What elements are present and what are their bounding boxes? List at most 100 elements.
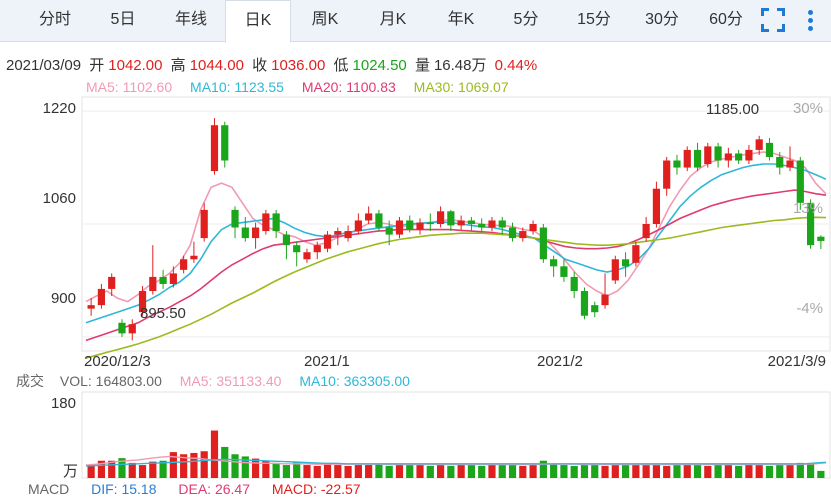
volume-bar [704, 465, 712, 478]
kline-chart[interactable]: 1220 1060 900 30% 13% -4% 1185.00 895.50… [0, 96, 831, 500]
high-annotation: 1185.00 [706, 101, 759, 118]
ma5-line [85, 151, 827, 303]
candle-body [457, 220, 465, 226]
candle-body [262, 213, 270, 232]
pct-tick-mid: 13% [793, 200, 823, 217]
volume-bar [416, 464, 424, 478]
volume-bar [180, 454, 188, 478]
macd-legend: MACD DIF: 15.18 DEA: 26.47 MACD: -22.57 [28, 481, 379, 497]
high-value: 1044.00 [189, 57, 244, 74]
candle-body [652, 188, 661, 224]
candle-body [169, 273, 177, 284]
volume-bar [519, 465, 527, 478]
tab-minute[interactable]: 分时 [38, 11, 71, 28]
candle-body [519, 231, 527, 239]
y-tick-1220: 1220 [43, 100, 76, 117]
period-tab-bar: 分时 5日 年线 日K 周K 月K 年K 5分 15分 30分 60分 [0, 0, 831, 43]
volume-bar [231, 454, 239, 478]
x-label-end: 2021/3/9 [768, 353, 826, 370]
volume-bar [735, 465, 743, 478]
volume-bar [724, 465, 732, 478]
tab-day-k[interactable]: 日K [225, 0, 291, 43]
volume-bar [796, 462, 804, 478]
candle-body [704, 146, 712, 165]
volume-bar [652, 465, 661, 478]
tab-month-k[interactable]: 月K [379, 11, 407, 28]
volume-bar [683, 464, 691, 478]
vol-ma10: MA10: 363305.00 [299, 373, 410, 389]
candle-body [282, 234, 291, 246]
candle-body [385, 227, 393, 235]
candle-body [539, 227, 547, 260]
tab-5day[interactable]: 5日 [110, 11, 136, 28]
candle-body [632, 245, 640, 263]
candle-body [395, 220, 404, 235]
candle-body [313, 245, 321, 253]
volume-bar [498, 465, 506, 478]
volume-panel-frame [81, 391, 831, 479]
tab-year-line[interactable]: 年线 [174, 11, 207, 28]
candle-body [745, 149, 753, 161]
candle-body [765, 142, 774, 157]
fullscreen-icon[interactable] [761, 8, 785, 32]
volume-bar [190, 452, 198, 478]
ma-lines [85, 151, 827, 359]
volume-bar [169, 452, 177, 478]
volume-bar [200, 451, 208, 478]
candle-body [365, 213, 373, 221]
candle-body [642, 224, 650, 239]
volume-bar [365, 465, 373, 478]
volume-bar [447, 465, 455, 478]
quote-date: 2021/03/09 [6, 57, 82, 74]
candle-body [87, 305, 95, 309]
volume-bar [642, 465, 650, 478]
candle-body [293, 245, 301, 253]
low-value: 1024.50 [352, 57, 407, 74]
volume-bar [550, 464, 558, 478]
volume-bar [457, 464, 465, 478]
volume-bar [313, 465, 321, 478]
candle-body [735, 153, 743, 161]
candle-body [231, 209, 239, 228]
macd-section-label: MACD [28, 481, 70, 497]
tab-week-k[interactable]: 周K [311, 11, 339, 28]
volume-bar [97, 460, 106, 478]
close-value: 1036.00 [271, 57, 326, 74]
tab-30min[interactable]: 30分 [645, 11, 679, 28]
candle-body [159, 276, 167, 284]
candle-body [416, 222, 424, 230]
candle-body [488, 220, 496, 228]
more-options-icon[interactable] [800, 8, 822, 34]
volume-bar [375, 464, 383, 478]
ma20-legend: MA20: 1100.83 [301, 79, 396, 95]
volume-bar [817, 470, 825, 478]
volume-bar [159, 460, 167, 478]
candle-body [210, 125, 219, 172]
tab-year-k[interactable]: 年K [447, 11, 475, 28]
candle-body [724, 153, 732, 161]
candles [87, 118, 825, 341]
tab-60min[interactable]: 60分 [709, 11, 743, 28]
open-label: 开 [89, 57, 105, 74]
volume-bar [621, 465, 630, 478]
candle-body [550, 259, 558, 267]
volume-bar [467, 465, 476, 478]
macd-value: MACD: -22.57 [271, 481, 361, 497]
volume-bar [539, 460, 547, 478]
tab-5min[interactable]: 5分 [513, 11, 539, 28]
candle-body [570, 276, 578, 292]
candle-body [272, 213, 280, 232]
volume-bar [272, 462, 280, 478]
open-value: 1042.00 [108, 57, 163, 74]
volume-bar [406, 465, 414, 478]
candle-body [221, 125, 229, 161]
tab-15min[interactable]: 15分 [577, 11, 611, 28]
candle-body [447, 211, 455, 226]
volume-bar [693, 465, 702, 478]
candle-body [334, 231, 342, 235]
candle-body [806, 202, 815, 246]
volume-bar [108, 460, 116, 478]
volume-bar [282, 465, 291, 478]
macd-dif: DIF: 15.18 [91, 481, 157, 497]
volume-bar [786, 465, 794, 478]
